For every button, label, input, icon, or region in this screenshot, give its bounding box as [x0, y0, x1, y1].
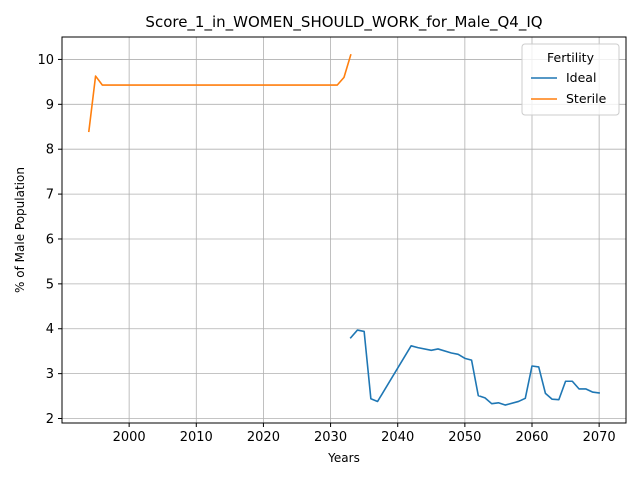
legend: Fertility Ideal Sterile [521, 43, 620, 116]
plot-frame [61, 36, 627, 424]
legend-entries: Ideal Sterile [531, 70, 607, 106]
legend-label-ideal: Ideal [566, 70, 596, 85]
x-axis-label: Years [327, 451, 360, 465]
x-tick-label: 2010 [180, 430, 213, 445]
y-tick-label: 3 [46, 367, 54, 382]
y-tick-label: 7 [46, 188, 54, 203]
y-tick-label: 2 [46, 412, 54, 427]
series-layer [87, 53, 601, 406]
x-tick-label: 2020 [247, 430, 280, 445]
y-tick-label: 9 [46, 98, 54, 113]
x-tick-label: 2050 [448, 430, 481, 445]
legend-label-sterile: Sterile [566, 91, 607, 106]
series-line-sterile [87, 53, 352, 133]
series-line-ideal [349, 329, 601, 406]
legend-box [521, 43, 620, 116]
y-tick-label: 6 [46, 232, 54, 247]
y-tick-label: 5 [46, 277, 54, 292]
x-tick-label: 2070 [583, 430, 616, 445]
y-tick-label: 4 [46, 322, 54, 337]
x-tick-label: 2060 [515, 430, 548, 445]
x-axis-ticks: 2000 2010 2020 2030 2040 2050 2060 2070 [113, 423, 616, 445]
legend-title: Fertility [547, 50, 595, 65]
y-tick-label: 8 [46, 143, 54, 158]
y-axis-label: % of Male Population [13, 167, 27, 293]
x-tick-label: 2000 [113, 430, 146, 445]
y-tick-label: 10 [37, 53, 54, 68]
x-tick-label: 2030 [314, 430, 347, 445]
y-axis-ticks: 2 3 4 5 6 7 8 9 10 [37, 53, 62, 427]
chart-title: Score_1_in_WOMEN_SHOULD_WORK_for_Male_Q4… [145, 13, 542, 32]
x-tick-label: 2040 [381, 430, 414, 445]
